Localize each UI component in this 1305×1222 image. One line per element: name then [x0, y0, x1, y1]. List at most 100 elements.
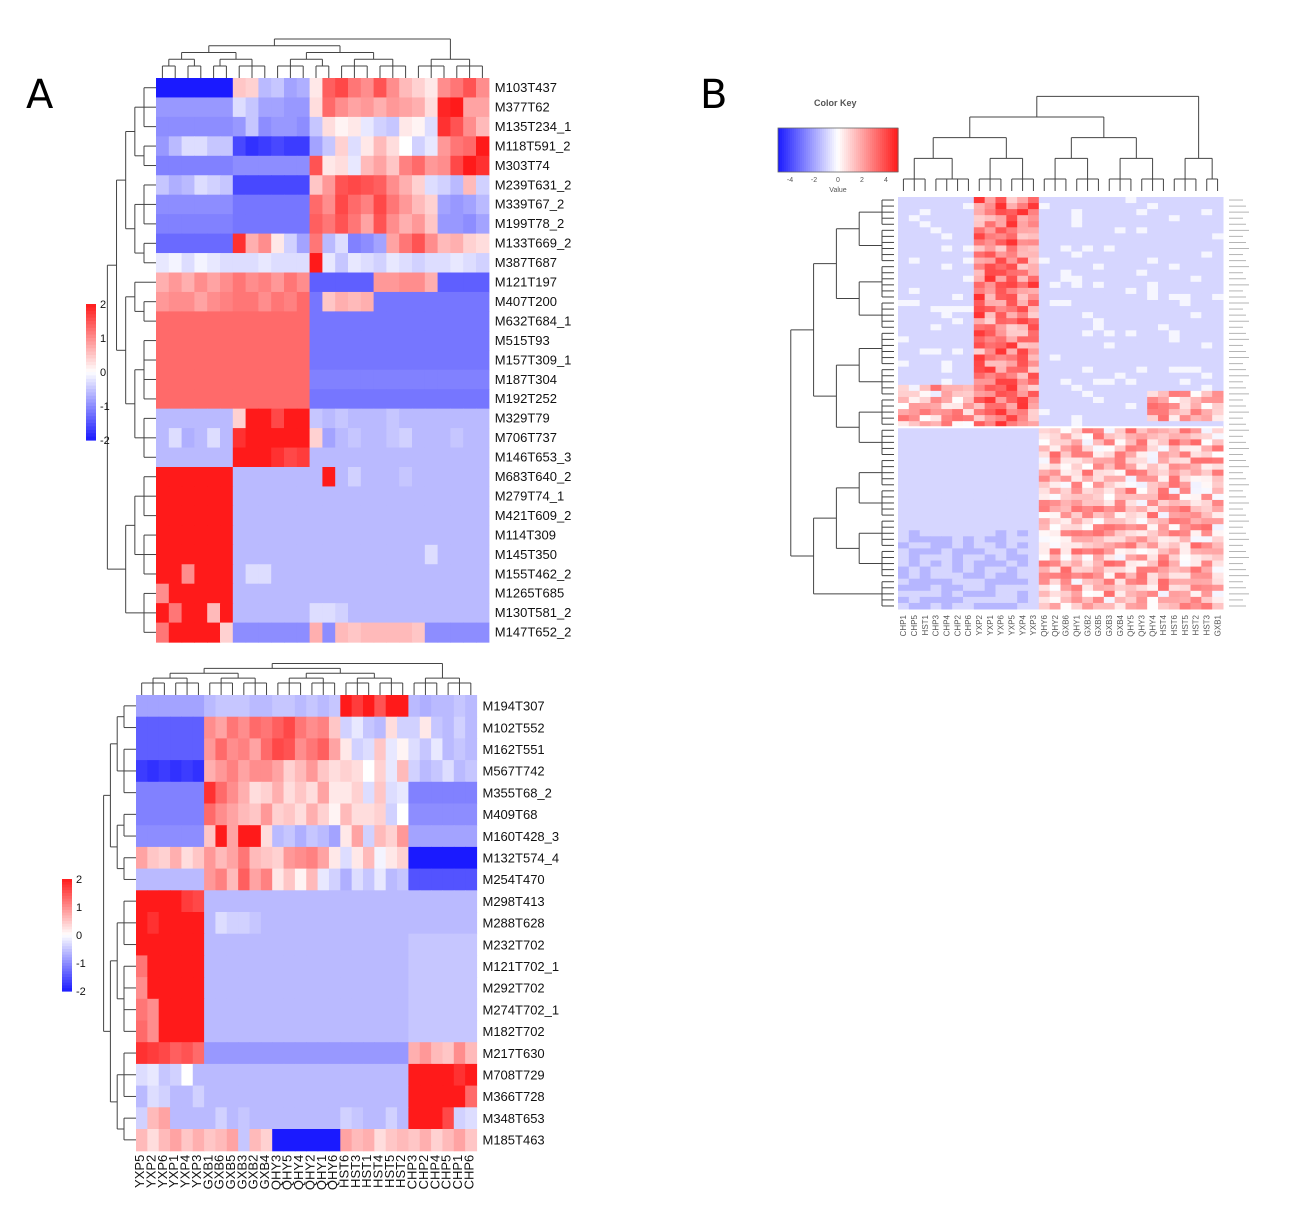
heatmap-cell	[463, 272, 477, 293]
heatmap-cell	[1082, 287, 1094, 295]
heatmap-cell	[348, 155, 362, 176]
heatmap-cell	[1060, 366, 1072, 374]
heatmap-cell	[908, 227, 921, 234]
heatmap-cell	[984, 384, 996, 392]
heatmap-cell	[437, 291, 451, 312]
heatmap-cell	[284, 330, 298, 351]
heatmap-cell	[973, 578, 986, 586]
heatmap-cell	[351, 846, 364, 870]
heatmap-cell	[1093, 203, 1105, 210]
heatmap-cell	[168, 350, 183, 371]
color-key-segment	[86, 341, 96, 346]
heatmap-cell	[424, 505, 439, 526]
heatmap-cell	[1168, 602, 1181, 610]
heatmap-cell	[941, 403, 953, 410]
heatmap-cell	[1103, 475, 1116, 483]
heatmap-cell	[984, 263, 996, 271]
heatmap-cell	[1060, 554, 1072, 562]
heatmap-cell	[1158, 300, 1170, 307]
heatmap-cell	[1201, 318, 1213, 325]
heatmap-cell	[373, 194, 387, 215]
heatmap-cell	[1093, 572, 1105, 580]
heatmap-cell	[1212, 566, 1224, 574]
heatmap-cell	[995, 584, 1007, 592]
heatmap-cell	[1136, 287, 1148, 295]
heatmap-cell	[271, 78, 285, 99]
heatmap-cell	[1136, 499, 1148, 507]
heatmap-cell	[283, 760, 296, 783]
heatmap-cell	[245, 97, 259, 118]
heatmap-cell	[1028, 215, 1040, 222]
heatmap-cell	[1082, 396, 1094, 404]
color-key-segment	[62, 971, 72, 975]
heatmap-cell	[322, 350, 336, 371]
heatmap-cell	[898, 269, 910, 277]
heatmap-cell	[204, 825, 217, 848]
heatmap-cell	[1082, 372, 1094, 380]
heatmap-cell	[898, 239, 910, 246]
heatmap-cell	[181, 781, 194, 805]
heatmap-cell	[1147, 590, 1159, 598]
heatmap-cell	[1060, 536, 1072, 543]
heatmap-cell	[360, 622, 375, 643]
heatmap-cell	[1006, 566, 1018, 574]
heatmap-cell	[363, 1020, 375, 1043]
heatmap-cell	[908, 396, 921, 404]
heatmap-cell	[1049, 530, 1061, 537]
heatmap-cell	[1179, 306, 1191, 313]
heatmap-cell	[397, 738, 409, 761]
heatmap-cell	[168, 505, 183, 526]
heatmap-cell	[930, 215, 942, 222]
heatmap-cell	[335, 564, 349, 585]
heatmap-cell	[898, 221, 910, 228]
heatmap-cell	[1049, 390, 1061, 398]
heatmap-cell	[1114, 409, 1126, 416]
heatmap-cell	[1038, 203, 1051, 210]
heatmap-cell	[1049, 572, 1061, 580]
heatmap-cell	[424, 428, 439, 449]
heatmap-cell	[908, 390, 921, 398]
heatmap-cell	[995, 300, 1007, 307]
heatmap-cell	[340, 803, 353, 826]
heatmap-cell	[995, 287, 1007, 295]
heatmap-cell	[220, 233, 234, 254]
heatmap-cell	[1028, 493, 1040, 501]
heatmap-cell	[963, 566, 975, 574]
heatmap-cell	[363, 1129, 375, 1152]
heatmap-cell	[984, 360, 996, 368]
heatmap-cell	[351, 803, 364, 826]
heatmap-cell	[1147, 445, 1159, 452]
heatmap-cell	[973, 493, 986, 501]
heatmap-cell	[1147, 584, 1159, 592]
heatmap-cell	[898, 197, 910, 204]
heatmap-cell	[1125, 348, 1137, 356]
heatmap-cell	[1158, 251, 1170, 259]
heatmap-cell	[908, 372, 921, 380]
heatmap-cell	[207, 525, 221, 546]
heatmap-cell	[170, 846, 182, 870]
heatmap-cell	[1179, 342, 1191, 349]
heatmap-cell	[1071, 512, 1083, 519]
heatmap-cell	[328, 890, 341, 913]
heatmap-cell	[1028, 451, 1040, 459]
heatmap-cell	[995, 354, 1007, 362]
color-key-tick: -2	[100, 435, 110, 447]
column-dendrogram-b	[902, 95, 1219, 191]
heatmap-cell	[1006, 221, 1018, 228]
heatmap-cell	[437, 428, 451, 449]
heatmap-cell	[930, 263, 942, 271]
heatmap-cell	[335, 350, 349, 371]
heatmap-cell	[1006, 257, 1018, 265]
heatmap-cell	[1125, 560, 1137, 568]
heatmap-cell	[1049, 336, 1061, 343]
heatmap-cell	[1038, 518, 1051, 525]
heatmap-cell	[386, 253, 400, 274]
heatmap-cell	[363, 846, 375, 870]
heatmap-cell	[919, 548, 931, 555]
heatmap-cell	[385, 955, 398, 978]
heatmap-cell	[351, 955, 364, 978]
heatmap-cell	[984, 197, 996, 204]
heatmap-cell	[1125, 209, 1137, 216]
heatmap-cell	[260, 977, 273, 1000]
heatmap-cell	[1136, 366, 1148, 374]
